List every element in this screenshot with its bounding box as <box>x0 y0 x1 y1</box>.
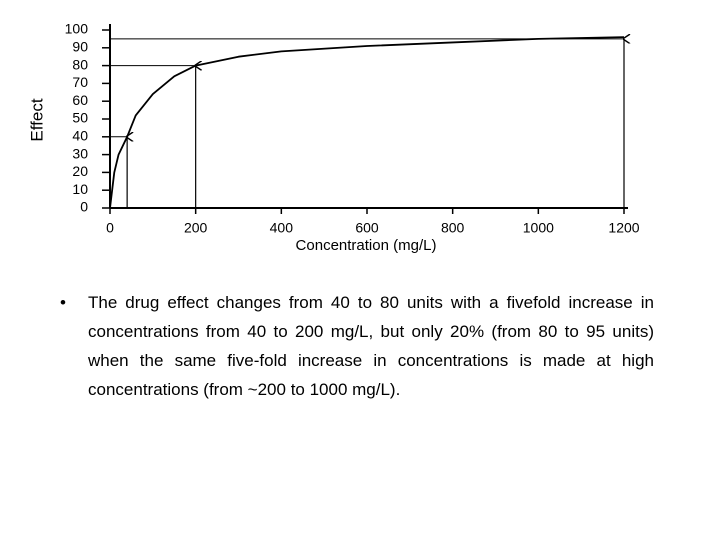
y-tick-label: 100 <box>65 21 89 37</box>
x-tick-label: 400 <box>270 220 294 236</box>
x-tick-label: 1000 <box>523 220 554 236</box>
y-tick-label: 50 <box>72 110 88 126</box>
y-tick-label: 20 <box>72 163 88 179</box>
y-tick-label: 70 <box>72 74 88 90</box>
x-tick-label: 800 <box>441 220 465 236</box>
x-tick-label: 0 <box>106 220 114 236</box>
bullet-text: The drug effect changes from 40 to 80 un… <box>88 293 654 399</box>
y-tick-label: 30 <box>72 145 88 161</box>
y-tick-label: 0 <box>80 199 88 215</box>
y-tick-label: 90 <box>72 39 88 55</box>
x-tick-label: 600 <box>355 220 379 236</box>
y-tick-label: 40 <box>72 128 88 144</box>
x-tick-label: 1200 <box>608 220 639 236</box>
y-tick-label: 60 <box>72 92 88 108</box>
line <box>109 36 625 209</box>
bullet-marker: • <box>60 293 66 312</box>
x-tick-label: 200 <box>184 220 208 236</box>
y-tick-label: 10 <box>72 181 88 197</box>
x-axis-label: Concentration (mg/L) <box>296 237 437 254</box>
y-axis-label: Effect <box>27 98 46 141</box>
y-tick-label: 80 <box>72 56 88 72</box>
